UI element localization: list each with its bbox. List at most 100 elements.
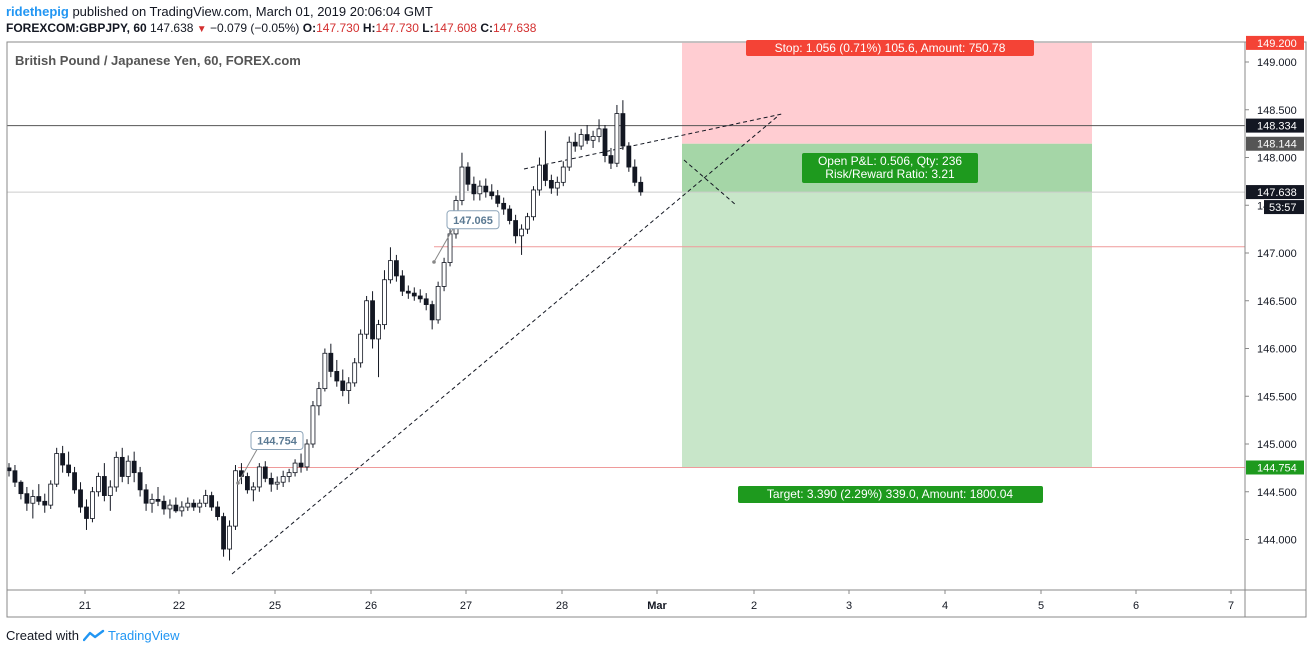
candle-up bbox=[614, 113, 620, 164]
created-with-text: Created with bbox=[6, 628, 79, 643]
candle-down bbox=[244, 476, 250, 491]
price-badge-label: 144.754 bbox=[1257, 462, 1297, 474]
chart-frame bbox=[6, 41, 1307, 618]
pnl-label-box bbox=[802, 153, 978, 183]
candle-down bbox=[429, 304, 435, 321]
tradingview-logo-icon bbox=[82, 629, 105, 641]
candle-up bbox=[256, 466, 262, 488]
callout-anchor bbox=[432, 260, 436, 264]
candle-up bbox=[310, 405, 316, 445]
candle-down bbox=[72, 472, 77, 491]
price-badge-label: 148.334 bbox=[1257, 121, 1297, 133]
countdown-badge bbox=[1264, 200, 1304, 215]
y-tick-label: 144.500 bbox=[1257, 487, 1297, 499]
candle-down bbox=[155, 498, 161, 502]
time-axis[interactable]: 21 22 25 26 27 28 Mar 2 3 4 5 6 7 bbox=[79, 590, 1234, 612]
candle-up bbox=[477, 185, 483, 195]
price-badge-label: 149.200 bbox=[1257, 38, 1297, 50]
candle-up bbox=[388, 260, 393, 281]
low-label: L: bbox=[422, 21, 434, 35]
candle-up bbox=[304, 443, 310, 468]
candle-down bbox=[370, 300, 375, 340]
symbol-legend: FOREXCOM:GBPJPY, 60 147.638 ▼ −0.079 (−0… bbox=[6, 21, 536, 35]
callout-box bbox=[446, 210, 500, 230]
candle-down bbox=[548, 180, 554, 189]
price-chart[interactable]: British Pound / Japanese Yen, 60, FOREX.… bbox=[0, 0, 1310, 624]
candle-up bbox=[274, 481, 280, 485]
candle-down bbox=[334, 371, 340, 382]
candle-down bbox=[620, 113, 626, 147]
last-price: 147.638 bbox=[150, 21, 194, 35]
price-badge-label: 148.144 bbox=[1257, 139, 1297, 151]
stop-loss-zone bbox=[682, 42, 1092, 144]
candle-down bbox=[328, 352, 334, 372]
candle-down bbox=[513, 220, 518, 237]
high-value: 147.730 bbox=[375, 21, 419, 35]
short-projection-line[interactable] bbox=[683, 159, 737, 206]
x-tick-label: 22 bbox=[173, 600, 185, 612]
candle-up bbox=[125, 460, 131, 477]
x-tick-label: 2 bbox=[751, 600, 757, 612]
candle-up bbox=[167, 504, 173, 510]
candle-up bbox=[107, 486, 113, 496]
position-labels: Stop: 1.056 (0.71%) 105.6, Amount: 750.7… bbox=[738, 40, 1043, 503]
y-tick-label: 149.000 bbox=[1257, 57, 1297, 69]
candle-down bbox=[584, 134, 590, 141]
y-tick-label: 147.000 bbox=[1257, 248, 1297, 260]
candle-down bbox=[471, 183, 477, 195]
down-triangle-icon: ▼ bbox=[196, 24, 207, 35]
price-change: −0.079 (−0.05%) bbox=[210, 21, 300, 35]
outer-frame bbox=[6, 41, 1307, 618]
x-tick-label: 4 bbox=[942, 600, 948, 612]
candle-up bbox=[322, 352, 328, 390]
candle-up bbox=[292, 462, 298, 474]
candle-up bbox=[227, 525, 232, 550]
candle-up bbox=[566, 141, 572, 168]
tradingview-brand[interactable]: TradingView bbox=[107, 628, 180, 643]
candle-down bbox=[101, 476, 107, 496]
candle-down bbox=[131, 460, 137, 474]
candle-down bbox=[221, 516, 226, 550]
close-label: C: bbox=[480, 21, 493, 35]
horizontal-lines bbox=[7, 125, 1245, 468]
candle-down bbox=[24, 493, 30, 504]
candle-up bbox=[185, 502, 191, 508]
x-tick-label: 5 bbox=[1038, 600, 1044, 612]
candle-down bbox=[417, 295, 423, 300]
candle-up bbox=[203, 495, 209, 504]
y-tick-label: 146.500 bbox=[1257, 296, 1297, 308]
candle-down bbox=[340, 380, 346, 391]
candle-down bbox=[638, 181, 644, 193]
candle-up bbox=[358, 333, 364, 364]
candle-down bbox=[423, 298, 429, 305]
candle-up bbox=[441, 262, 447, 287]
candle-up bbox=[30, 496, 36, 504]
candle-up bbox=[250, 486, 256, 491]
candle-down bbox=[298, 462, 304, 468]
price-callouts: 147.065 144.754 bbox=[236, 210, 500, 485]
y-tick-label: 148.500 bbox=[1257, 105, 1297, 117]
open-value: 147.730 bbox=[316, 21, 360, 35]
target-zone bbox=[682, 192, 1092, 468]
chart-title: British Pound / Japanese Yen, 60, FOREX.… bbox=[15, 53, 301, 68]
candle-down bbox=[143, 489, 149, 504]
price-badge-last bbox=[1246, 185, 1304, 200]
candles bbox=[6, 100, 644, 561]
y-tick-label: 144.000 bbox=[1257, 535, 1297, 547]
candle-up bbox=[519, 228, 524, 237]
candle-down bbox=[483, 185, 489, 193]
candle-down bbox=[495, 195, 501, 204]
callout-box bbox=[250, 430, 304, 450]
candle-down bbox=[393, 260, 399, 277]
candle-up bbox=[54, 453, 60, 485]
candle-down bbox=[36, 496, 42, 502]
price-axis[interactable]: 144.000 144.500 145.000 145.500 146.000 146.5… bbox=[1245, 35, 1304, 547]
candle-up bbox=[382, 279, 387, 326]
candle-down bbox=[507, 208, 513, 221]
low-value: 147.608 bbox=[433, 21, 477, 35]
candle-up bbox=[435, 286, 441, 321]
price-badge-target bbox=[1246, 460, 1304, 475]
candle-up bbox=[286, 472, 292, 477]
candle-down bbox=[60, 453, 66, 466]
author-link[interactable]: ridethepig bbox=[6, 4, 69, 19]
